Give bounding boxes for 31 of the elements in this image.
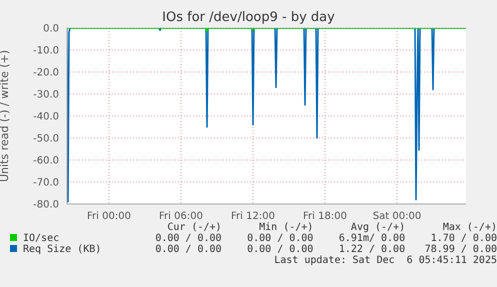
y-tick-label: -30.0 bbox=[33, 90, 59, 101]
text: Min (-/+) bbox=[258, 222, 314, 233]
y-tick-label: 0.0 bbox=[43, 24, 59, 35]
text: 1.22 / 0.00 bbox=[338, 244, 406, 255]
x-tick-label: Fri 00:00 bbox=[87, 211, 131, 222]
text: 0.00 / 0.00 bbox=[154, 233, 222, 244]
text: 78.99 / 0.00 bbox=[424, 244, 497, 255]
y-tick-label: -70.0 bbox=[33, 178, 59, 189]
y-tick-label: -20.0 bbox=[33, 68, 59, 79]
text: 0.00 / 0.00 bbox=[246, 233, 314, 244]
y-tick-label: -10.0 bbox=[33, 46, 59, 57]
text: 0.00 / 0.00 bbox=[246, 244, 314, 255]
text: Cur (-/+) bbox=[166, 222, 222, 233]
x-tick-label: Sat 00:00 bbox=[372, 211, 422, 222]
legend-label: Req Size (KB) bbox=[22, 244, 102, 255]
y-axis-title: Units read (-) / write (+) bbox=[0, 50, 11, 182]
y-tick-label: -60.0 bbox=[33, 156, 59, 167]
x-tick-label: Fri 06:00 bbox=[159, 211, 203, 222]
x-tick-label: Fri 12:00 bbox=[231, 211, 275, 222]
text: Avg (-/+) bbox=[350, 222, 406, 233]
text: 0.00 / 0.00 bbox=[154, 244, 222, 255]
y-tick-label: -40.0 bbox=[33, 112, 59, 123]
x-tick-label: Fri 18:00 bbox=[303, 211, 347, 222]
y-tick-label: -80.0 bbox=[33, 200, 59, 211]
y-tick-label: -50.0 bbox=[33, 134, 59, 145]
chart-title: IOs for /dev/loop9 - by day bbox=[161, 10, 336, 25]
text: 1.70 / 0.00 bbox=[430, 233, 497, 244]
text: Max (-/+) bbox=[442, 222, 497, 233]
text: Last update: Sat Dec 6 05:45:11 2025 bbox=[273, 255, 497, 266]
text: 6.91m/ 0.00 bbox=[338, 233, 406, 244]
legend-label: IO/sec bbox=[22, 233, 60, 244]
